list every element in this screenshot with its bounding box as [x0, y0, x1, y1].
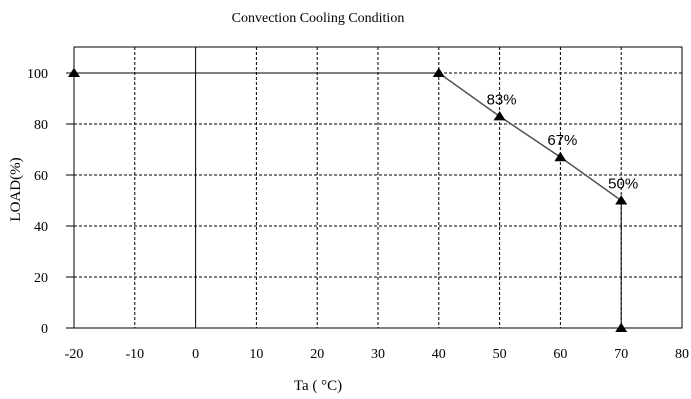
x-tick-label: 40 — [432, 347, 446, 362]
y-tick-label: 80 — [34, 118, 48, 133]
x-tick-label: 10 — [249, 347, 263, 362]
x-axis-label: Ta ( °C) — [294, 378, 342, 394]
y-tick-label: 40 — [34, 220, 48, 235]
y-axis-label: LOAD(%) — [8, 157, 24, 221]
x-tick-label: 70 — [614, 347, 628, 362]
x-tick-label: 30 — [371, 347, 385, 362]
x-tick-label: 20 — [310, 347, 324, 362]
x-tick-label: -20 — [65, 347, 84, 362]
series-line — [74, 72, 622, 328]
y-tick-label: 60 — [34, 169, 48, 184]
triangle-marker — [68, 67, 80, 78]
data-label: 50% — [608, 176, 638, 193]
x-tick-label: 60 — [553, 347, 567, 362]
triangle-marker — [554, 151, 567, 162]
triangle-marker — [493, 110, 506, 121]
plot-frame — [73, 46, 683, 329]
chart-title: Convection Cooling Condition — [232, 11, 405, 26]
grid-lines — [74, 47, 682, 328]
x-tick-label: -10 — [125, 347, 144, 362]
x-tick-label: 80 — [675, 347, 689, 362]
x-tick-label: 50 — [493, 347, 507, 362]
triangle-marker — [615, 195, 628, 205]
triangle-marker — [615, 322, 628, 333]
triangle-marker — [432, 67, 445, 78]
y-tick-label: 0 — [41, 322, 48, 337]
data-labels: 83% 67% 50% — [487, 91, 639, 192]
data-label: 83% — [487, 91, 517, 108]
x-tick-labels: -20 -10 0 10 20 30 40 50 60 70 80 — [65, 347, 689, 362]
derating-segment — [438, 72, 622, 202]
y-tick-labels: 0 20 40 60 80 100 — [27, 67, 74, 337]
data-label: 67% — [547, 132, 577, 149]
y-tick-label: 20 — [34, 271, 48, 286]
series-group — [68, 67, 628, 333]
y-tick-label: 100 — [27, 67, 48, 82]
x-tick-label: 0 — [192, 347, 199, 362]
